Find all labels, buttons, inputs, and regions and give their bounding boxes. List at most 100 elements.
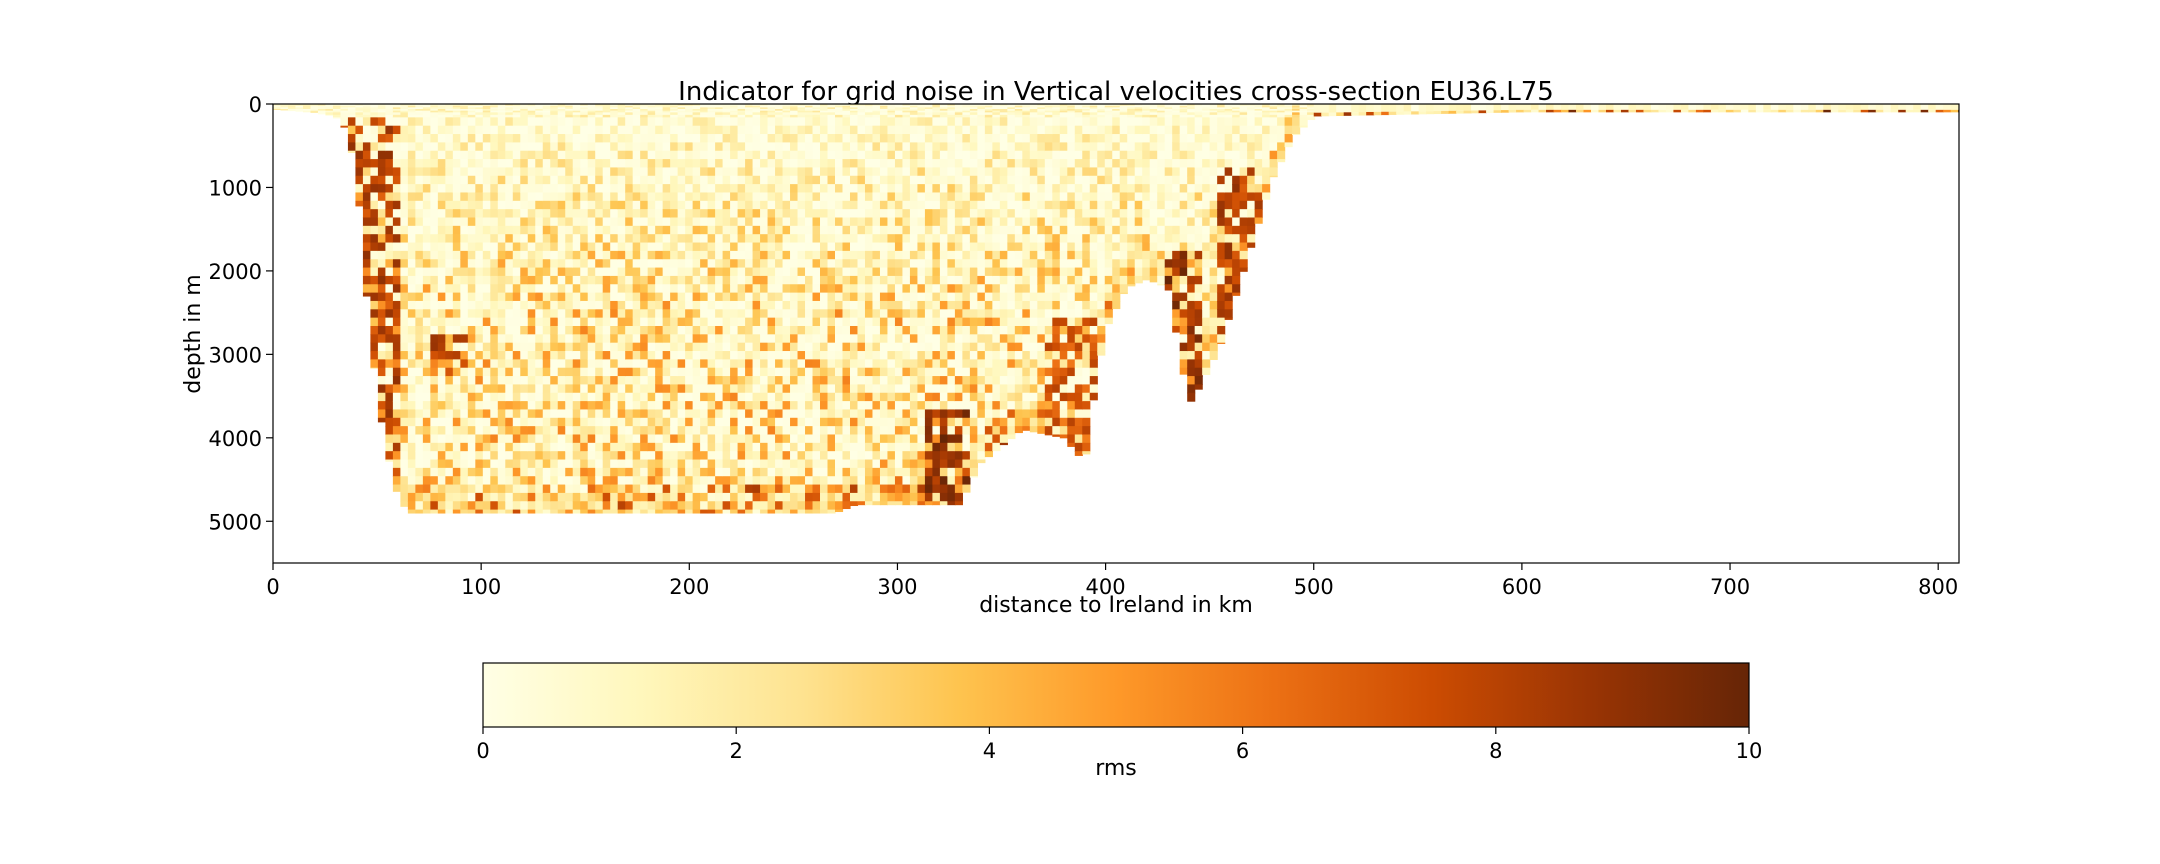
heatmap-cell xyxy=(984,217,993,227)
heatmap-cell xyxy=(610,209,619,219)
heatmap-cell xyxy=(730,192,739,202)
heatmap-cell xyxy=(565,342,574,352)
heatmap-cell xyxy=(670,459,679,469)
heatmap-cell xyxy=(917,167,926,177)
heatmap-cell xyxy=(857,242,866,252)
heatmap-cell xyxy=(775,509,784,514)
heatmap-cell xyxy=(730,484,739,494)
heatmap-cell xyxy=(849,325,859,335)
heatmap-cell xyxy=(625,451,634,461)
heatmap-cell xyxy=(894,292,904,302)
heatmap-cell xyxy=(497,109,506,112)
heatmap-cell xyxy=(715,175,724,185)
heatmap-cell xyxy=(662,250,671,260)
heatmap-cell xyxy=(640,484,649,494)
heatmap-cell xyxy=(1022,342,1031,352)
heatmap-cell xyxy=(909,217,919,227)
heatmap-cell xyxy=(767,509,776,514)
heatmap-cell xyxy=(752,109,761,112)
heatmap-cell xyxy=(790,384,799,394)
heatmap-cell xyxy=(565,434,574,444)
heatmap-cell xyxy=(557,150,566,160)
heatmap-cell xyxy=(730,334,739,344)
heatmap-cell xyxy=(407,442,416,452)
heatmap-cell xyxy=(849,125,859,135)
heatmap-cell xyxy=(984,110,993,113)
heatmap-cell xyxy=(984,267,993,277)
heatmap-cell xyxy=(550,484,559,494)
heatmap-cell xyxy=(512,242,521,252)
heatmap-cell xyxy=(947,409,956,419)
heatmap-cell xyxy=(685,104,694,107)
heatmap-cell xyxy=(909,112,919,116)
heatmap-cell xyxy=(842,200,851,210)
heatmap-cell xyxy=(340,109,349,112)
heatmap-cell xyxy=(677,501,686,511)
heatmap-cell xyxy=(1037,225,1046,235)
heatmap-cell xyxy=(332,109,342,112)
heatmap-cell xyxy=(460,309,469,319)
heatmap-cell xyxy=(1007,434,1016,440)
heatmap-cell xyxy=(692,467,701,477)
heatmap-cell xyxy=(445,107,454,110)
heatmap-cell xyxy=(497,476,506,486)
heatmap-cell xyxy=(707,275,716,285)
heatmap-cell xyxy=(902,200,911,210)
heatmap-cell xyxy=(827,175,836,185)
heatmap-cell xyxy=(849,242,859,252)
heatmap-cell xyxy=(437,192,446,202)
heatmap-cell xyxy=(662,150,671,160)
heatmap-cell xyxy=(902,434,911,444)
heatmap-cell xyxy=(610,225,619,235)
heatmap-cell xyxy=(437,459,446,469)
heatmap-cell xyxy=(902,117,911,127)
heatmap-cell xyxy=(385,325,394,335)
heatmap-cell xyxy=(1007,426,1016,436)
heatmap-cell xyxy=(812,117,821,127)
heatmap-cell xyxy=(640,325,649,335)
heatmap-cell xyxy=(1037,426,1046,434)
heatmap-cell xyxy=(752,376,761,386)
heatmap-cell xyxy=(572,325,581,335)
heatmap-cell xyxy=(392,142,401,152)
heatmap-cell xyxy=(445,110,454,113)
heatmap-cell xyxy=(1029,200,1038,210)
heatmap-cell xyxy=(827,342,836,352)
heatmap-cell xyxy=(767,284,776,294)
heatmap-cell xyxy=(962,300,971,310)
heatmap-cell xyxy=(385,275,394,285)
heatmap-cell xyxy=(467,300,476,310)
heatmap-cell xyxy=(1007,105,1016,108)
heatmap-cell xyxy=(835,376,844,386)
heatmap-cell xyxy=(520,300,529,310)
heatmap-cell xyxy=(385,159,394,169)
heatmap-cell xyxy=(745,107,754,110)
heatmap-cell xyxy=(595,107,604,110)
heatmap-cell xyxy=(505,317,514,327)
heatmap-cell xyxy=(520,317,529,327)
heatmap-cell xyxy=(475,117,484,127)
heatmap-cell xyxy=(947,159,956,169)
heatmap-cell xyxy=(670,275,679,285)
heatmap-cell xyxy=(969,209,978,219)
heatmap-cell xyxy=(812,351,821,360)
heatmap-cell xyxy=(715,225,724,235)
heatmap-cell xyxy=(557,125,566,135)
heatmap-cell xyxy=(1014,417,1023,427)
heatmap-cell xyxy=(700,509,709,514)
heatmap-cell xyxy=(640,259,649,269)
heatmap-cell xyxy=(520,110,529,113)
heatmap-cell xyxy=(835,442,844,452)
heatmap-cell xyxy=(685,434,694,444)
heatmap-cell xyxy=(617,317,626,327)
heatmap-cell xyxy=(602,125,611,135)
heatmap-cell xyxy=(715,392,724,402)
heatmap-cell xyxy=(954,167,963,177)
heatmap-cell xyxy=(864,325,874,335)
heatmap-cell xyxy=(812,242,821,252)
heatmap-cell xyxy=(610,112,619,116)
heatmap-cell xyxy=(1037,342,1046,352)
heatmap-cell xyxy=(670,484,679,494)
heatmap-cell xyxy=(437,401,446,411)
heatmap-cell xyxy=(887,167,896,177)
